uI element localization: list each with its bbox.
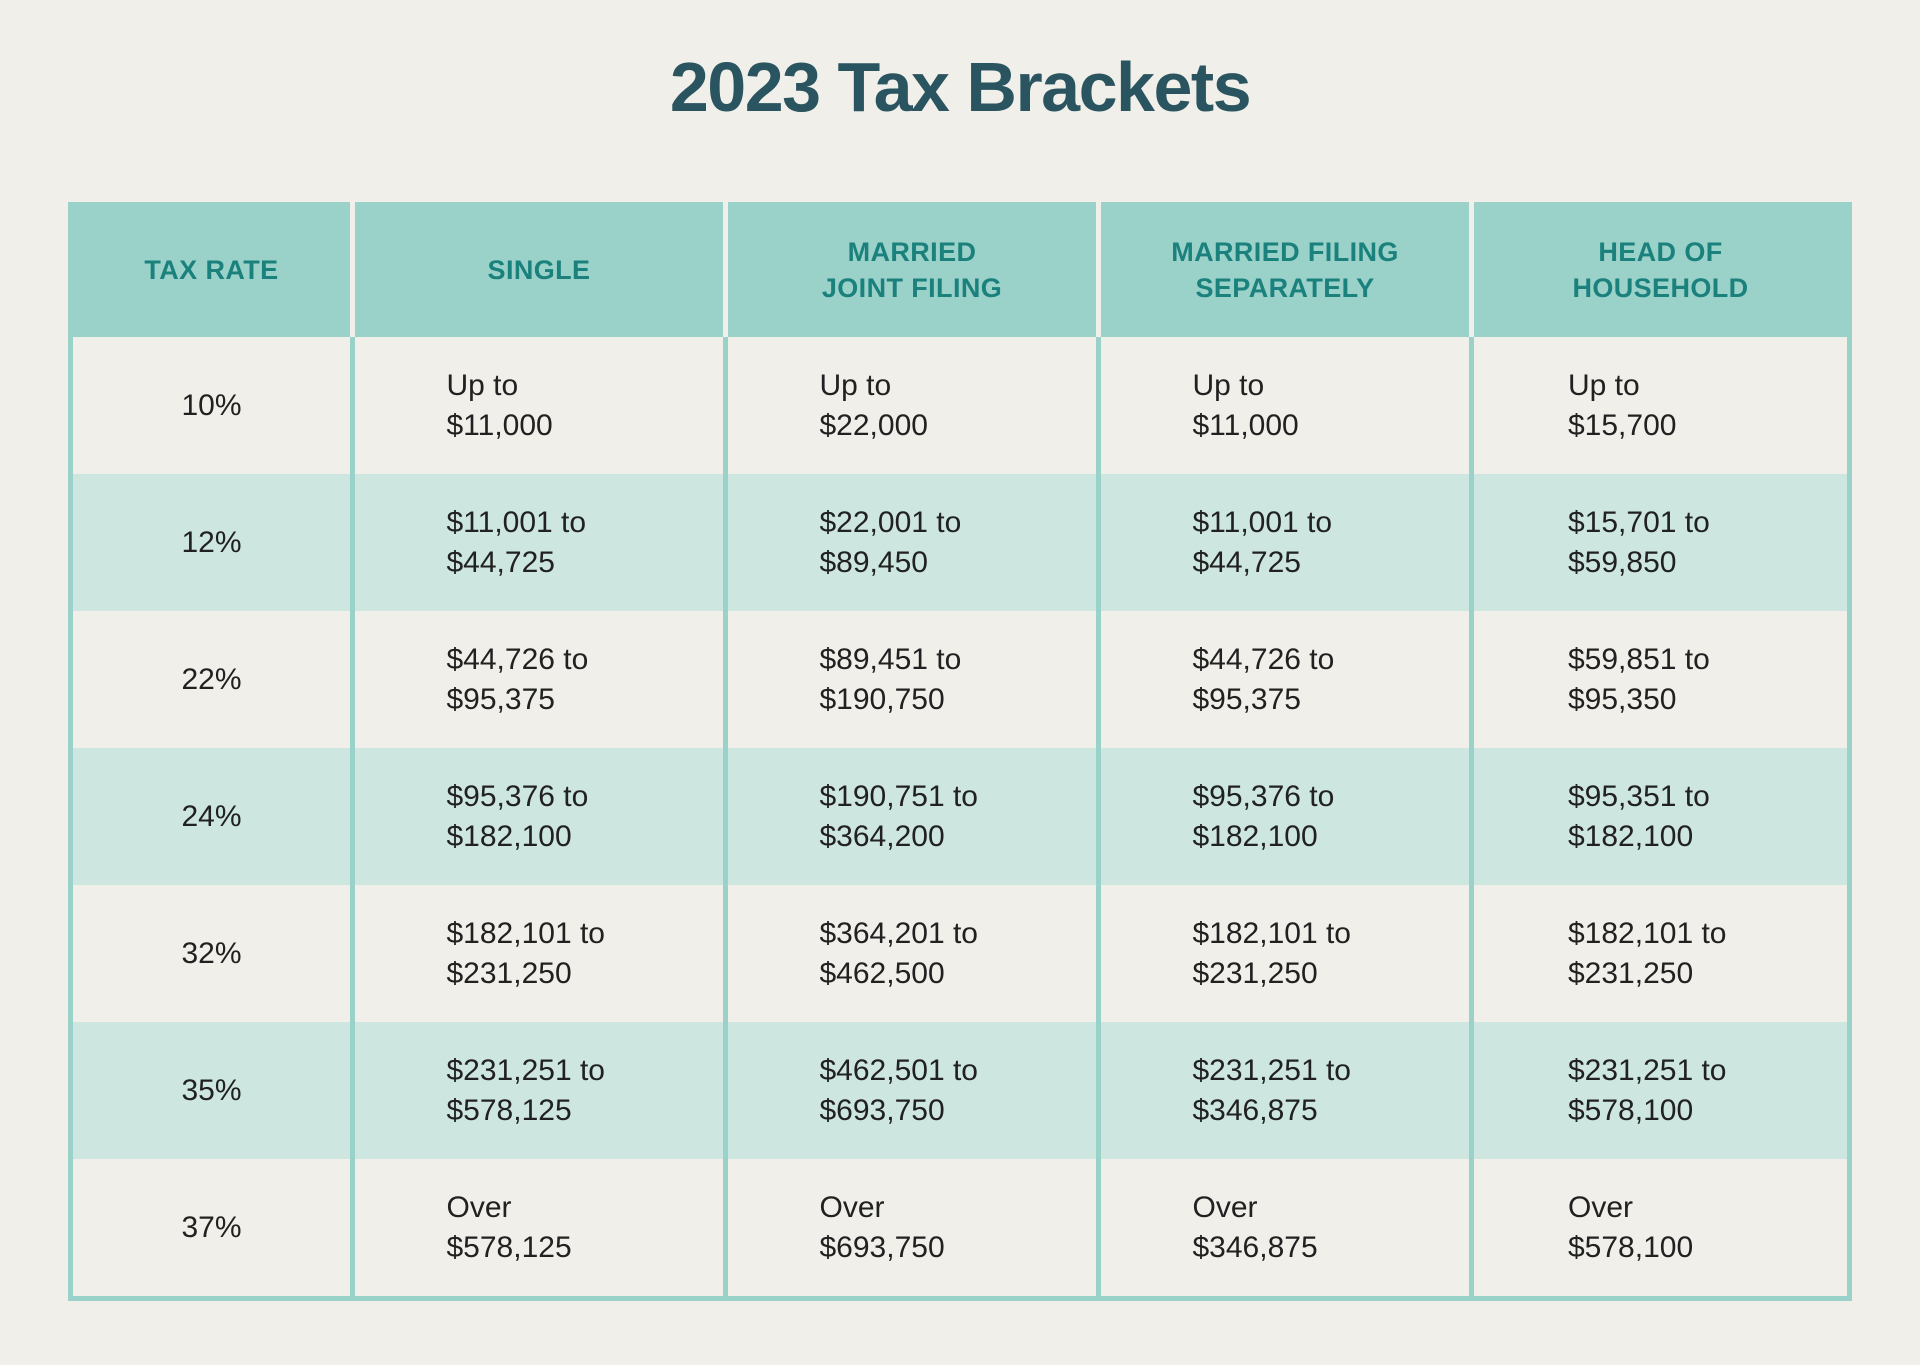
- range-value: $11,001 to $44,725: [446, 505, 587, 579]
- cell-married-joint: $89,451 to $190,750: [728, 611, 1101, 748]
- range-value: $182,101 to $231,250: [1568, 916, 1727, 990]
- cell-rate: 32%: [73, 885, 355, 1022]
- cell-single: $231,251 to $578,125: [355, 1022, 728, 1159]
- table-row-22pct: 22% $44,726 to $95,375 $89,451 to $190,7…: [73, 611, 1847, 748]
- column-header-single: SINGLE: [355, 202, 728, 337]
- range-value: $44,726 to $95,375: [1192, 642, 1335, 716]
- range-value: $364,201 to $462,500: [819, 916, 978, 990]
- range-value: $11,001 to $44,725: [1192, 505, 1333, 579]
- cell-married-joint: Over $693,750: [728, 1159, 1101, 1296]
- cell-head-household: Over $578,100: [1474, 1159, 1847, 1296]
- cell-married-separate: Up to $11,000: [1101, 337, 1474, 474]
- range-value: Over $578,125: [446, 1190, 572, 1264]
- cell-rate: 24%: [73, 748, 355, 885]
- range-value: Up to $15,700: [1568, 368, 1677, 442]
- column-header-tax-rate: TAX RATE: [73, 202, 355, 337]
- cell-single: Over $578,125: [355, 1159, 728, 1296]
- table-row-12pct: 12% $11,001 to $44,725 $22,001 to $89,45…: [73, 474, 1847, 611]
- cell-single: $11,001 to $44,725: [355, 474, 728, 611]
- range-value: $95,376 to $182,100: [446, 779, 589, 853]
- rate-value: 32%: [181, 936, 242, 970]
- range-value: $44,726 to $95,375: [446, 642, 589, 716]
- table-header-row: TAX RATE SINGLE MARRIED JOINT FILING MAR…: [73, 202, 1847, 337]
- table-row-32pct: 32% $182,101 to $231,250 $364,201 to $46…: [73, 885, 1847, 1022]
- cell-married-separate: $44,726 to $95,375: [1101, 611, 1474, 748]
- cell-married-joint: $22,001 to $89,450: [728, 474, 1101, 611]
- cell-head-household: $15,701 to $59,850: [1474, 474, 1847, 611]
- cell-married-joint: $190,751 to $364,200: [728, 748, 1101, 885]
- cell-rate: 10%: [73, 337, 355, 474]
- table-row-37pct: 37% Over $578,125 Over $693,750 Over $34…: [73, 1159, 1847, 1296]
- tax-brackets-table: TAX RATE SINGLE MARRIED JOINT FILING MAR…: [68, 202, 1852, 1301]
- range-value: $15,701 to $59,850: [1568, 505, 1710, 579]
- range-value: $89,451 to $190,750: [819, 642, 962, 716]
- cell-head-household: $231,251 to $578,100: [1474, 1022, 1847, 1159]
- cell-rate: 37%: [73, 1159, 355, 1296]
- range-value: Over $693,750: [819, 1190, 945, 1264]
- cell-rate: 22%: [73, 611, 355, 748]
- range-value: $231,251 to $578,125: [446, 1053, 605, 1127]
- column-header-head-of-household: HEAD OF HOUSEHOLD: [1474, 202, 1847, 337]
- range-value: $462,501 to $693,750: [819, 1053, 978, 1127]
- cell-single: Up to $11,000: [355, 337, 728, 474]
- page-title: 2023 Tax Brackets: [669, 48, 1252, 126]
- cell-head-household: Up to $15,700: [1474, 337, 1847, 474]
- cell-married-separate: Over $346,875: [1101, 1159, 1474, 1296]
- rate-value: 37%: [181, 1210, 242, 1244]
- rate-value: 12%: [181, 525, 242, 559]
- range-value: $95,351 to $182,100: [1568, 779, 1710, 853]
- table-row-10pct: 10% Up to $11,000 Up to $22,000 Up to $1…: [73, 337, 1847, 474]
- range-value: $231,251 to $578,100: [1568, 1053, 1727, 1127]
- cell-single: $95,376 to $182,100: [355, 748, 728, 885]
- cell-married-separate: $182,101 to $231,250: [1101, 885, 1474, 1022]
- rate-value: 22%: [181, 662, 242, 696]
- rate-value: 35%: [181, 1073, 242, 1107]
- range-value: $182,101 to $231,250: [1192, 916, 1351, 990]
- column-header-married-filing-separately: MARRIED FILING SEPARATELY: [1101, 202, 1474, 337]
- range-value: Up to $11,000: [446, 368, 553, 442]
- range-value: Up to $11,000: [1192, 368, 1299, 442]
- range-value: $95,376 to $182,100: [1192, 779, 1335, 853]
- cell-head-household: $59,851 to $95,350: [1474, 611, 1847, 748]
- table-row-24pct: 24% $95,376 to $182,100 $190,751 to $364…: [73, 748, 1847, 885]
- range-value: Over $578,100: [1568, 1190, 1694, 1264]
- cell-married-separate: $11,001 to $44,725: [1101, 474, 1474, 611]
- cell-married-separate: $231,251 to $346,875: [1101, 1022, 1474, 1159]
- range-value: $231,251 to $346,875: [1192, 1053, 1351, 1127]
- range-value: $182,101 to $231,250: [446, 916, 605, 990]
- cell-married-joint: $364,201 to $462,500: [728, 885, 1101, 1022]
- range-value: $190,751 to $364,200: [819, 779, 978, 853]
- rate-value: 10%: [181, 388, 242, 422]
- cell-single: $44,726 to $95,375: [355, 611, 728, 748]
- range-value: Up to $22,000: [819, 368, 928, 442]
- column-header-married-joint-filing: MARRIED JOINT FILING: [728, 202, 1101, 337]
- cell-married-separate: $95,376 to $182,100: [1101, 748, 1474, 885]
- table-row-35pct: 35% $231,251 to $578,125 $462,501 to $69…: [73, 1022, 1847, 1159]
- cell-married-joint: $462,501 to $693,750: [728, 1022, 1101, 1159]
- cell-rate: 35%: [73, 1022, 355, 1159]
- cell-rate: 12%: [73, 474, 355, 611]
- cell-head-household: $95,351 to $182,100: [1474, 748, 1847, 885]
- cell-single: $182,101 to $231,250: [355, 885, 728, 1022]
- cell-head-household: $182,101 to $231,250: [1474, 885, 1847, 1022]
- range-value: Over $346,875: [1192, 1190, 1318, 1264]
- rate-value: 24%: [181, 799, 242, 833]
- range-value: $22,001 to $89,450: [819, 505, 962, 579]
- cell-married-joint: Up to $22,000: [728, 337, 1101, 474]
- range-value: $59,851 to $95,350: [1568, 642, 1710, 716]
